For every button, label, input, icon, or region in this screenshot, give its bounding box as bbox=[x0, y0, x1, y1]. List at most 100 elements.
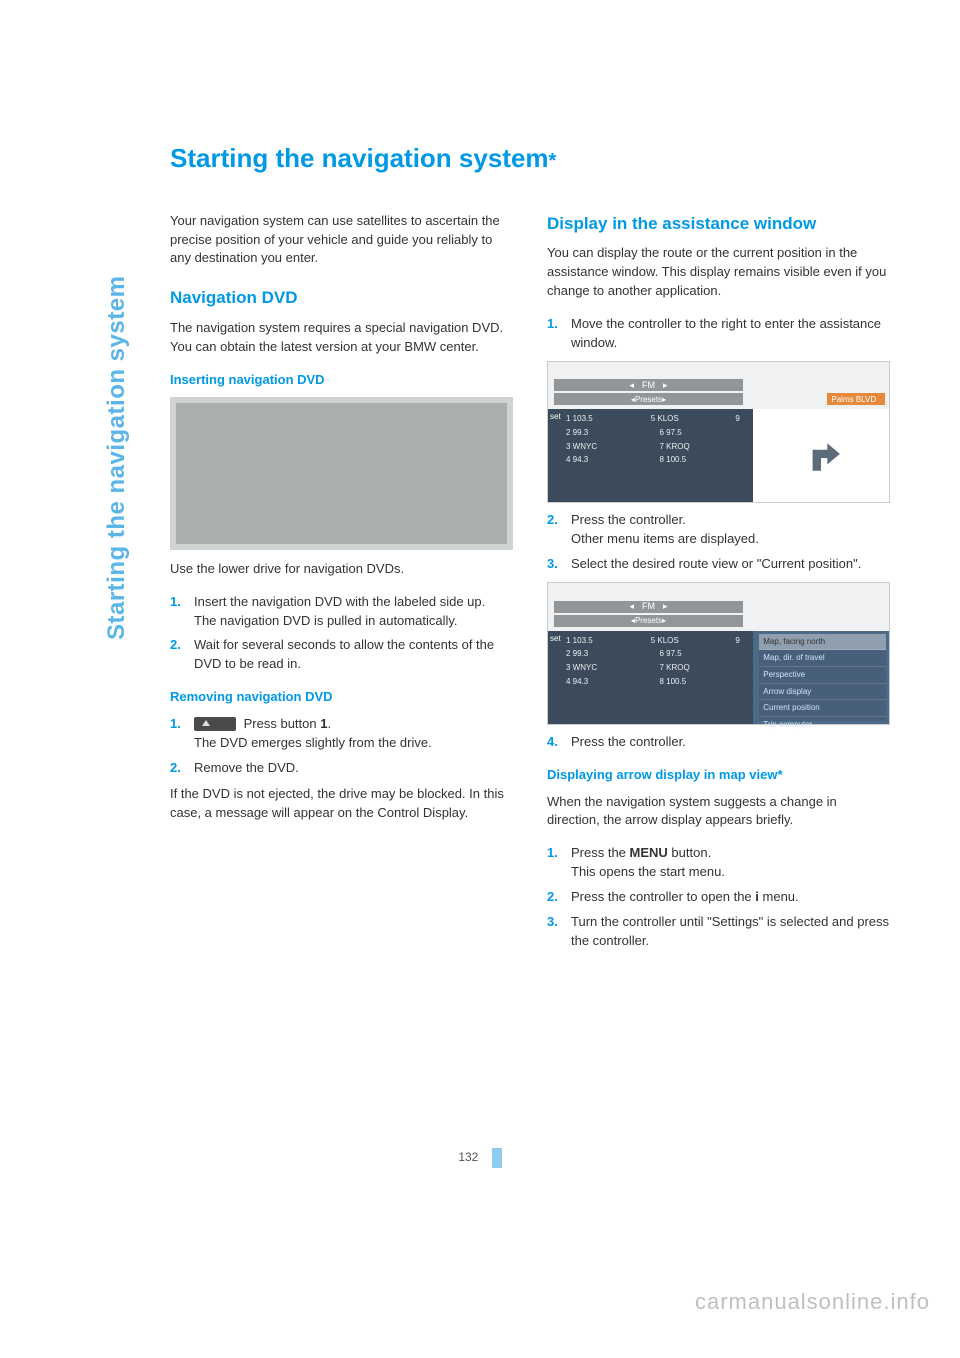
list-item: 1. Press the MENU button. This opens the… bbox=[547, 844, 890, 882]
step-number: 4. bbox=[547, 733, 561, 752]
step-text: Select the desired route view or "Curren… bbox=[571, 555, 890, 574]
menu-item: Perspective bbox=[759, 667, 886, 684]
screen-presets-line: ◂ Presets ▸ bbox=[554, 393, 743, 405]
preset-cell: 9 bbox=[735, 635, 749, 647]
assistance-intro: You can display the route or the current… bbox=[547, 244, 890, 301]
page-title: Starting the navigation system* bbox=[170, 140, 890, 178]
set-label: set bbox=[550, 633, 561, 645]
list-item: 1. Move the controller to the right to e… bbox=[547, 315, 890, 353]
preset-area: set 1 103.55 KLOS9 2 99.36 97.5 3 WNYC7 … bbox=[548, 409, 753, 502]
eject-icon bbox=[194, 717, 236, 731]
page-title-asterisk: * bbox=[549, 150, 557, 172]
arrow-steps: 1. Press the MENU button. This opens the… bbox=[547, 844, 890, 950]
step-number: 1. bbox=[547, 315, 561, 353]
heading-assistance-window: Display in the assistance window bbox=[547, 212, 890, 237]
preset-cell: 1 103.5 bbox=[566, 413, 651, 425]
dashboard-figure-inner bbox=[176, 403, 507, 543]
assistance-steps-b: 2. Press the controller. Other menu item… bbox=[547, 511, 890, 574]
list-item: 2. Wait for several seconds to allow the… bbox=[170, 636, 513, 674]
screen-top-left: ◂FM▸ ◂ Presets ▸ bbox=[548, 597, 749, 631]
step-post: button. bbox=[668, 845, 711, 860]
assistance-steps-c: 4. Press the controller. bbox=[547, 733, 890, 752]
list-item: 3. Select the desired route view or "Cur… bbox=[547, 555, 890, 574]
step-line1: Press the controller. bbox=[571, 512, 686, 527]
step-after: . bbox=[327, 716, 331, 731]
preset-cell: 6 97.5 bbox=[659, 648, 749, 660]
watermark: carmanualsonline.info bbox=[695, 1286, 930, 1318]
removing-footer: If the DVD is not ejected, the drive may… bbox=[170, 785, 513, 823]
page-number-text: 132 bbox=[458, 1150, 478, 1164]
right-pane-arrow bbox=[753, 409, 889, 502]
step-bold: MENU bbox=[630, 845, 668, 860]
left-column: Your navigation system can use satellite… bbox=[170, 212, 513, 959]
heading-arrow-display: Displaying arrow display in map view* bbox=[547, 766, 890, 785]
preset-row: 3 WNYC7 KROQ bbox=[566, 662, 749, 674]
screen-presets-line: ◂ Presets ▸ bbox=[554, 615, 743, 627]
list-item: 4. Press the controller. bbox=[547, 733, 890, 752]
menu-list: Map, facing north Map, dir. of travel Pe… bbox=[759, 634, 886, 721]
step-text: Insert the navigation DVD with the label… bbox=[194, 593, 513, 631]
step-post: menu. bbox=[759, 889, 799, 904]
preset-row: 4 94.38 100.5 bbox=[566, 676, 749, 688]
heading-navigation-dvd: Navigation DVD bbox=[170, 286, 513, 311]
two-column-layout: Your navigation system can use satellite… bbox=[170, 212, 890, 959]
step-number: 1. bbox=[170, 715, 184, 753]
screen-figure-1: ◂FM▸ ◂ Presets ▸ Palms BLVD set 1 103.55… bbox=[547, 361, 890, 504]
step-text: Move the controller to the right to ente… bbox=[571, 315, 890, 353]
inserting-steps: 1. Insert the navigation DVD with the la… bbox=[170, 593, 513, 674]
preset-cell: 5 KLOS bbox=[651, 413, 736, 425]
sidebar-title: Starting the navigation system bbox=[100, 276, 135, 640]
step-line1: Insert the navigation DVD with the label… bbox=[194, 594, 485, 609]
step-text: Press the MENU button. This opens the st… bbox=[571, 844, 890, 882]
dashboard-figure bbox=[170, 397, 513, 549]
step-text: Wait for several seconds to allow the co… bbox=[194, 636, 513, 674]
step-line2: This opens the start menu. bbox=[571, 864, 725, 879]
preset-row: 2 99.36 97.5 bbox=[566, 648, 749, 660]
step-number: 3. bbox=[547, 913, 561, 951]
page-number: 132 bbox=[0, 1148, 960, 1168]
fm-label: FM bbox=[642, 600, 655, 613]
preset-cell: 1 103.5 bbox=[566, 635, 651, 647]
step-text: Press button 1. The DVD emerges slightly… bbox=[194, 715, 513, 753]
page-marker-icon bbox=[492, 1148, 502, 1168]
step-pre: Press the bbox=[571, 845, 630, 860]
step-line2: The DVD emerges slightly from the drive. bbox=[194, 735, 432, 750]
preset-cell: 9 bbox=[735, 413, 749, 425]
preset-cell: 7 KROQ bbox=[659, 662, 749, 674]
step-text: Remove the DVD. bbox=[194, 759, 513, 778]
menu-item: Map, dir. of travel bbox=[759, 650, 886, 667]
preset-cell: 3 WNYC bbox=[566, 662, 656, 674]
step-line2: Other menu items are displayed. bbox=[571, 531, 759, 546]
menu-item: Trip computer bbox=[759, 717, 886, 734]
step-number: 1. bbox=[547, 844, 561, 882]
screen-top: ◂FM▸ ◂ Presets ▸ bbox=[548, 583, 889, 631]
screen-figure-2: ◂FM▸ ◂ Presets ▸ set 1 103.55 KLOS9 2 99… bbox=[547, 582, 890, 725]
step-number: 2. bbox=[547, 888, 561, 907]
preset-cell: 8 100.5 bbox=[659, 676, 749, 688]
preset-row: 4 94.38 100.5 bbox=[566, 454, 749, 466]
list-item: 2. Remove the DVD. bbox=[170, 759, 513, 778]
street-bar: Palms BLVD bbox=[827, 393, 885, 405]
removing-steps: 1. Press button 1. The DVD emerges sligh… bbox=[170, 715, 513, 778]
preset-cell: 8 100.5 bbox=[659, 454, 749, 466]
preset-cell: 2 99.3 bbox=[566, 427, 656, 439]
presets-label: Presets bbox=[635, 615, 662, 627]
step-pre: Press button bbox=[244, 716, 321, 731]
nav-dvd-intro: The navigation system requires a special… bbox=[170, 319, 513, 357]
preset-row: 1 103.55 KLOS9 bbox=[566, 635, 749, 647]
step-text: Press the controller to open the i menu. bbox=[571, 888, 890, 907]
heading-inserting-dvd: Inserting navigation DVD bbox=[170, 371, 513, 390]
right-column: Display in the assistance window You can… bbox=[547, 212, 890, 959]
preset-row: 3 WNYC7 KROQ bbox=[566, 441, 749, 453]
screen-bottom: set 1 103.55 KLOS9 2 99.36 97.5 3 WNYC7 … bbox=[548, 409, 889, 502]
page-title-text: Starting the navigation system bbox=[170, 143, 549, 173]
step-number: 1. bbox=[170, 593, 184, 631]
step-pre: Press the controller to open the bbox=[571, 889, 755, 904]
preset-cell: 7 KROQ bbox=[659, 441, 749, 453]
list-item: 2. Press the controller. Other menu item… bbox=[547, 511, 890, 549]
step-number: 3. bbox=[547, 555, 561, 574]
inserting-caption: Use the lower drive for navigation DVDs. bbox=[170, 560, 513, 579]
preset-cell: 4 94.3 bbox=[566, 676, 656, 688]
right-pane-menu: Map, facing north Map, dir. of travel Pe… bbox=[753, 631, 889, 724]
step-line2: The navigation DVD is pulled in automati… bbox=[194, 613, 458, 628]
